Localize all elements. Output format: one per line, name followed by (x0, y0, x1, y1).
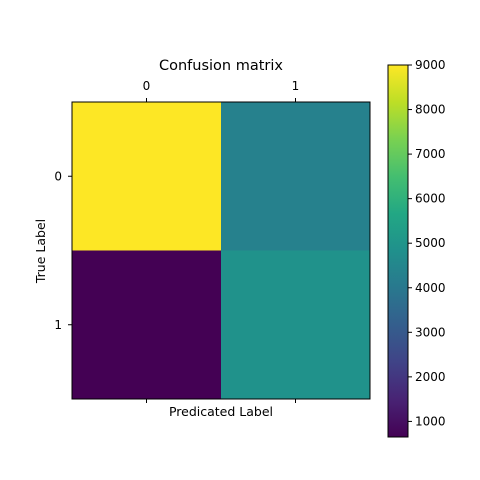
x-tick-label: 1 (292, 79, 300, 93)
y-axis-label: True Label (33, 219, 48, 284)
heatmap-cell (72, 102, 222, 251)
x-tick-label: 0 (143, 79, 151, 93)
colorbar-tick-label: 7000 (415, 147, 446, 161)
heatmap-cell (221, 102, 371, 251)
heatmap-cell (72, 250, 222, 400)
colorbar-tick-label: 1000 (415, 414, 446, 428)
colorbar-tick-label: 2000 (415, 370, 446, 384)
colorbar-gradient (388, 65, 408, 437)
x-axis-label: Predicated Label (169, 404, 273, 419)
y-tick-label: 1 (54, 318, 62, 332)
y-axis-ticks: 01 (54, 169, 72, 332)
chart-title: Confusion matrix (159, 58, 283, 74)
colorbar-frame (387, 64, 409, 438)
colorbar-tick-label: 9000 (415, 58, 446, 72)
colorbar-tick-label: 4000 (415, 281, 446, 295)
colorbar: 1000 2000 3000 4000 5000 6000 7000 8000 9000 (387, 58, 446, 438)
y-tick-label: 0 (54, 169, 62, 183)
plot-frame (71, 101, 371, 400)
colorbar-tick-label: 6000 (415, 192, 446, 206)
colorbar-tick-label: 5000 (415, 236, 446, 250)
colorbar-tick-label: 8000 (415, 103, 446, 117)
heatmap-cell (221, 250, 371, 400)
heatmap-cells (72, 102, 371, 400)
colorbar-tick-label: 3000 (415, 325, 446, 339)
